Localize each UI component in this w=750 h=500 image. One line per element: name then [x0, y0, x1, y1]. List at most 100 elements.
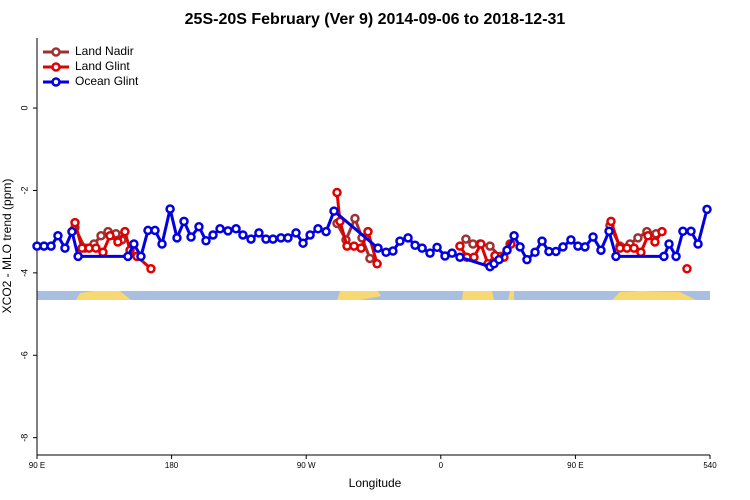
point — [693, 239, 703, 249]
point — [403, 233, 413, 243]
point — [580, 242, 590, 252]
x-axis-label: Longitude — [349, 476, 402, 490]
point — [305, 230, 315, 240]
point — [566, 235, 576, 245]
point — [502, 245, 512, 255]
point — [657, 226, 667, 237]
point — [530, 247, 540, 258]
point — [53, 231, 63, 241]
point — [596, 245, 606, 255]
point — [67, 226, 77, 237]
point — [604, 226, 614, 237]
point — [485, 241, 495, 251]
legend-label: Land Glint — [75, 59, 130, 73]
y-tick-label: -6 — [19, 351, 29, 359]
point — [321, 226, 331, 237]
point — [664, 239, 674, 249]
point — [509, 231, 519, 241]
point — [606, 216, 616, 227]
x-tick-label: 540 — [703, 461, 717, 470]
point — [461, 234, 471, 244]
point — [365, 253, 375, 264]
point — [611, 251, 621, 262]
point — [671, 251, 681, 262]
point — [633, 233, 643, 243]
x-tick-label: 90 E — [567, 461, 583, 470]
point — [636, 247, 646, 258]
point — [659, 251, 669, 262]
point — [537, 236, 547, 246]
x-tick-label: 90 E — [29, 461, 45, 470]
point — [46, 241, 56, 251]
x-tick-label: 90 W — [297, 461, 316, 470]
point — [455, 241, 465, 251]
point — [558, 242, 568, 252]
point — [146, 264, 156, 274]
y-tick-label: -4 — [19, 269, 29, 277]
point — [238, 230, 248, 240]
chart-title: 25S-20S February (Ver 9) 2014-09-06 to 2… — [185, 11, 566, 28]
point — [298, 238, 308, 248]
point — [702, 204, 712, 215]
point — [678, 226, 688, 237]
point — [123, 251, 133, 262]
point — [268, 234, 278, 244]
point — [686, 226, 696, 237]
point — [551, 246, 561, 257]
point — [372, 259, 382, 269]
point — [120, 226, 130, 237]
point — [201, 235, 211, 246]
y-tick-label: 0 — [19, 106, 29, 111]
legend-marker — [51, 62, 61, 72]
point — [172, 233, 182, 243]
point — [246, 234, 256, 244]
legend-marker — [51, 47, 61, 57]
point — [70, 217, 80, 228]
point — [388, 246, 398, 256]
point — [313, 224, 323, 234]
point — [98, 247, 108, 258]
y-axis-label: XCO2 - MLO trend (ppm) — [0, 179, 14, 314]
land-blob — [337, 291, 381, 300]
point — [254, 228, 264, 238]
point — [494, 254, 504, 265]
point — [356, 243, 366, 253]
point — [179, 216, 189, 227]
point — [157, 239, 167, 249]
point — [522, 254, 532, 265]
point — [363, 226, 373, 237]
point — [150, 225, 160, 236]
y-tick-label: -8 — [19, 434, 29, 442]
point — [136, 251, 146, 262]
point — [105, 231, 115, 241]
point — [395, 236, 405, 246]
point — [223, 226, 233, 236]
point — [515, 242, 525, 252]
point — [113, 237, 123, 247]
point — [629, 243, 639, 253]
y-tick-label: -2 — [19, 186, 29, 194]
point — [215, 224, 225, 234]
point — [417, 243, 427, 253]
point — [373, 243, 383, 253]
point — [455, 252, 465, 262]
legend-label: Land Nadir — [75, 44, 134, 58]
point — [283, 233, 293, 243]
point — [350, 213, 360, 224]
land-blob — [508, 291, 514, 300]
point — [476, 239, 486, 249]
point — [425, 248, 435, 258]
legend-marker — [51, 77, 61, 87]
point — [329, 206, 339, 216]
point — [186, 232, 196, 242]
point — [91, 243, 101, 253]
point — [432, 242, 442, 253]
x-tick-label: 180 — [165, 461, 179, 470]
point — [194, 221, 204, 232]
point — [208, 230, 218, 240]
point — [129, 239, 139, 249]
point — [73, 251, 83, 262]
point — [291, 228, 301, 238]
point — [447, 248, 457, 258]
